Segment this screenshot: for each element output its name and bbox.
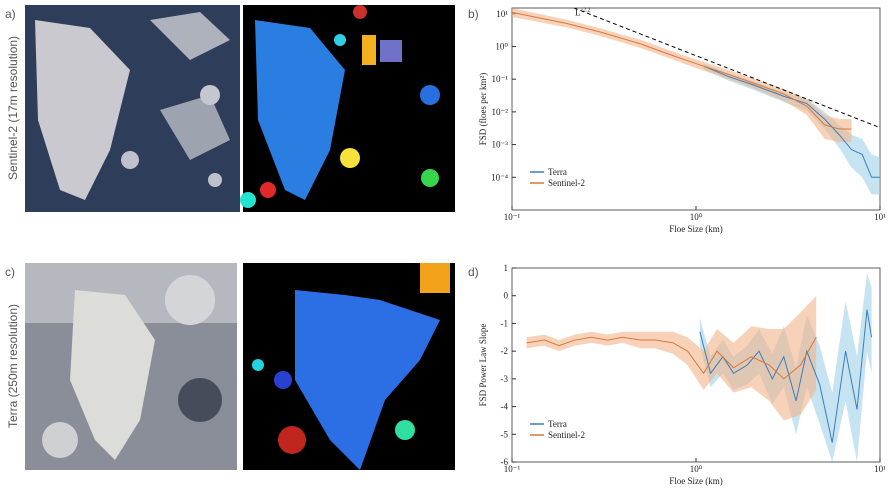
row-title: Sentinel-2 (17m resolution): [6, 36, 20, 180]
legend-label: Terra: [548, 419, 567, 429]
x-tick-label: 10¹: [874, 464, 886, 474]
panel-label: d): [468, 265, 479, 279]
error-band: [704, 64, 880, 195]
y-tick-label: 10⁻²: [492, 107, 509, 117]
y-tick-label: 10⁻³: [492, 140, 509, 150]
legend-label: Terra: [548, 167, 567, 177]
y-tick-label: -3: [501, 374, 509, 384]
y-axis-label: FSD (floes per km²): [478, 73, 488, 145]
series-line: [512, 12, 851, 129]
figure: a) Sentinel-2 (17m resolution) b) c) Ter…: [0, 0, 889, 492]
x-tick-label: 10¹: [874, 212, 886, 222]
x-axis-label: Floe Size (km): [669, 476, 723, 486]
image-sentinel-rgb: [25, 5, 240, 212]
y-tick-label: -6: [501, 457, 509, 467]
panel-label: c): [5, 265, 15, 279]
y-tick-label: 10⁰: [495, 41, 508, 51]
reference-line: [567, 5, 880, 127]
x-axis-label: Floe Size (km): [669, 224, 723, 234]
y-tick-label: 10⁻¹: [492, 74, 509, 84]
y-tick-label: 1: [504, 263, 509, 273]
error-band: [512, 8, 851, 142]
y-axis-label: FSD Power Law Slope: [478, 324, 488, 407]
y-tick-label: 10¹: [496, 9, 508, 19]
annotation: L: [575, 7, 581, 17]
image-terra-segmented: [243, 263, 455, 470]
y-tick-label: -2: [501, 346, 509, 356]
plot-area: [512, 5, 880, 194]
panel-label: a): [5, 7, 16, 21]
annotation-exponent: -2.2: [581, 7, 591, 13]
y-tick-label: -4: [501, 402, 509, 412]
row-title: Terra (250m resolution): [6, 304, 20, 428]
y-tick-label: -1: [501, 318, 509, 328]
image-terra-rgb: [25, 263, 237, 470]
legend-label: Sentinel-2: [548, 430, 585, 440]
y-tick-label: 10⁻⁴: [491, 172, 508, 182]
error-band: [527, 296, 817, 421]
y-tick-label: 0: [504, 291, 509, 301]
legend-label: Sentinel-2: [548, 178, 585, 188]
x-tick-label: 10⁰: [690, 212, 703, 222]
y-tick-label: -5: [501, 429, 509, 439]
panel-label: b): [468, 7, 479, 21]
image-sentinel-segmented: [240, 5, 455, 212]
x-tick-label: 10⁻¹: [504, 212, 521, 222]
x-tick-label: 10⁰: [690, 464, 703, 474]
